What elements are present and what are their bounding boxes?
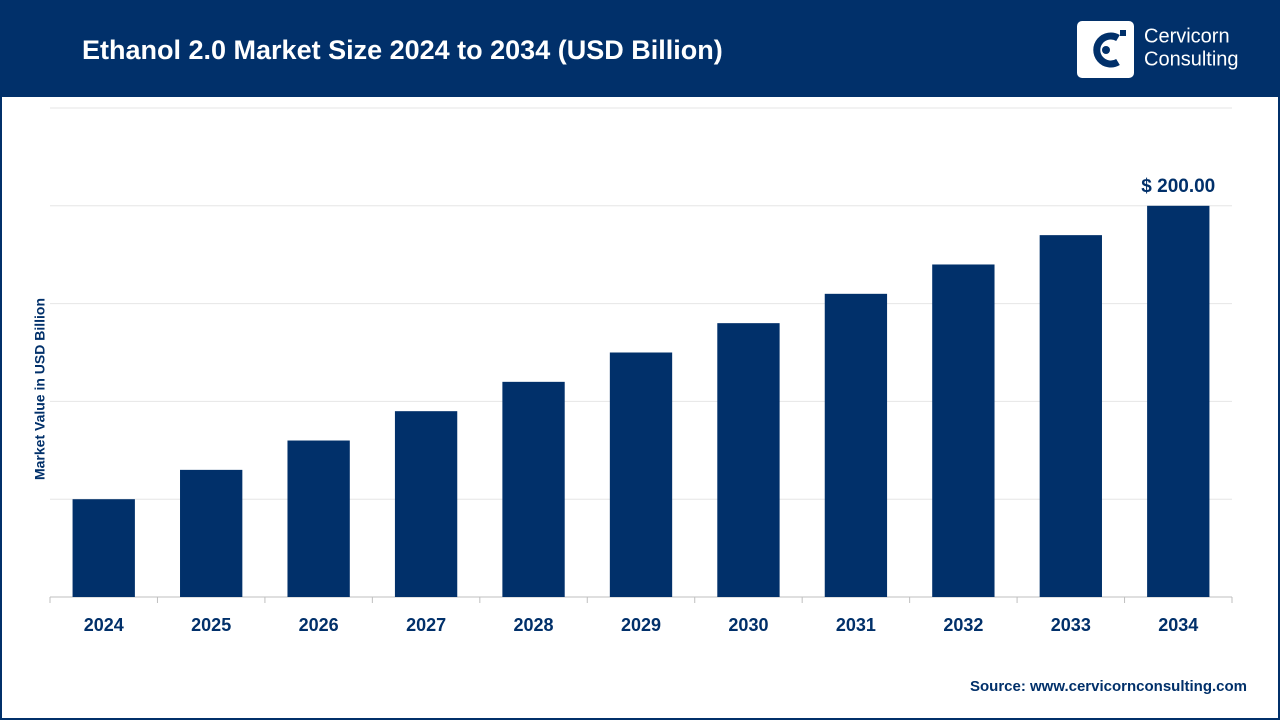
bar xyxy=(394,411,458,597)
bar xyxy=(502,381,565,597)
x-tick-label: 2030 xyxy=(728,615,768,635)
x-tick-label: 2025 xyxy=(191,615,231,635)
bar xyxy=(932,264,995,597)
x-tick-label: 2028 xyxy=(514,615,554,635)
bar xyxy=(287,440,350,597)
logo-icon xyxy=(1093,32,1120,68)
bar xyxy=(1039,235,1102,597)
x-tick-label: 2024 xyxy=(84,615,124,635)
bar xyxy=(72,499,135,597)
logo: Cervicorn Consulting xyxy=(1077,21,1239,78)
x-tick-label: 2026 xyxy=(299,615,339,635)
bar xyxy=(1147,205,1210,598)
x-tick-label: 2029 xyxy=(621,615,661,635)
logo-text: Cervicorn xyxy=(1144,25,1230,47)
x-tick-label: 2032 xyxy=(943,615,983,635)
header-band xyxy=(0,0,1280,97)
chart-title: Ethanol 2.0 Market Size 2024 to 2034 (US… xyxy=(82,35,723,65)
bar xyxy=(824,293,888,597)
x-tick-label: 2031 xyxy=(836,615,876,635)
y-axis-label: Market Value in USD Billion xyxy=(32,298,48,480)
source-note: Source: www.cervicornconsulting.com xyxy=(970,678,1247,695)
bar xyxy=(609,352,673,597)
logo-text: Consulting xyxy=(1144,48,1239,70)
x-tick-label: 2027 xyxy=(406,615,446,635)
x-tick-label: 2033 xyxy=(1051,615,1091,635)
logo-icon-square xyxy=(1120,30,1126,36)
logo-icon-dot xyxy=(1102,46,1110,54)
bar xyxy=(717,323,780,597)
x-tick-label: 2034 xyxy=(1158,615,1198,635)
data-label: $ 200.00 xyxy=(1141,176,1215,197)
bar xyxy=(180,469,243,597)
